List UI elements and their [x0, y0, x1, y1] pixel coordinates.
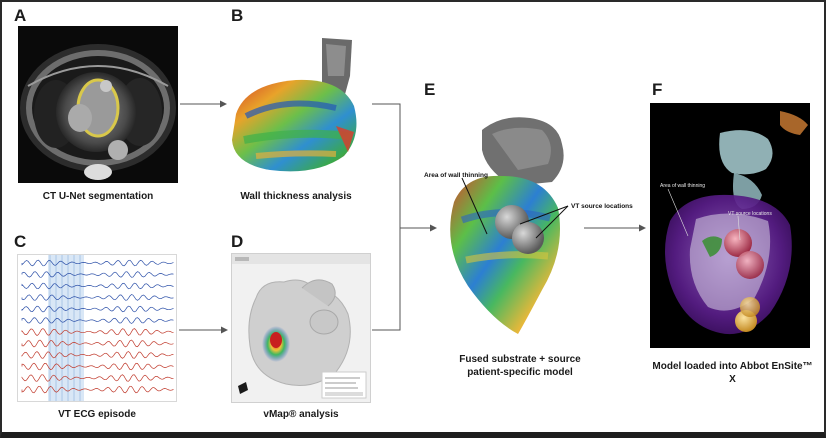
- ecg-lead-trace: [21, 271, 174, 278]
- panel-c-caption: VT ECG episode: [58, 409, 136, 420]
- panel-f-caption: Model loaded into Abbot EnSite™ X: [652, 361, 813, 385]
- ecg-lead-trace: [21, 305, 174, 313]
- e-vt-source-label: VT source locations: [571, 203, 633, 210]
- ensite-model-view: Area of wall thinning VT source location…: [650, 103, 810, 348]
- e-pointer-vt-1: [519, 205, 569, 225]
- ecg-strip: [17, 254, 177, 402]
- panel-e-caption-2: patient-specific model: [467, 367, 573, 378]
- ecg-lead-trace: [21, 328, 174, 336]
- ecg-lead-trace: [21, 339, 174, 348]
- ecg-lead-trace: [21, 362, 174, 371]
- panel-c-letter: C: [14, 232, 27, 251]
- f-vt-source-label: VT source locations: [728, 211, 772, 217]
- panel-a-caption: CT U-Net segmentation: [42, 191, 154, 202]
- f-pointer-vt: [737, 215, 741, 241]
- ecg-lead-trace: [21, 259, 174, 267]
- ecg-lead-trace: [21, 282, 174, 290]
- panel-f-letter: F: [652, 80, 663, 99]
- ecg-lead-trace: [21, 374, 174, 382]
- wall-thickness-heart: [226, 36, 368, 181]
- ct-scan-image: [18, 26, 178, 183]
- arrow-d-to-e: [372, 228, 401, 331]
- ecg-lead-trace: [21, 351, 174, 359]
- panel-e-caption-1: Fused substrate + source: [459, 354, 581, 365]
- e-pointer-wall: [461, 177, 488, 235]
- ecg-lead-trace: [21, 294, 174, 301]
- panel-d-caption: vMap® analysis: [263, 409, 339, 420]
- vmap-window: [231, 253, 371, 403]
- arrow-b-to-e: [372, 103, 401, 228]
- panel-a-letter: A: [14, 6, 27, 25]
- f-pointer-wall: [667, 188, 689, 237]
- ecg-lead-trace: [21, 385, 174, 394]
- panel-b-caption: Wall thickness analysis: [240, 191, 352, 202]
- panel-b-letter: B: [231, 6, 244, 25]
- fused-heart-model: [432, 110, 582, 340]
- e-pointer-vt-2: [535, 205, 569, 239]
- e-wall-thinning-label: Area of wall thinning: [424, 172, 488, 179]
- f-wall-thinning-label: Area of wall thinning: [660, 183, 706, 189]
- panel-e-letter: E: [424, 80, 436, 99]
- ecg-lead-trace: [21, 317, 174, 324]
- panel-d-letter: D: [231, 232, 244, 251]
